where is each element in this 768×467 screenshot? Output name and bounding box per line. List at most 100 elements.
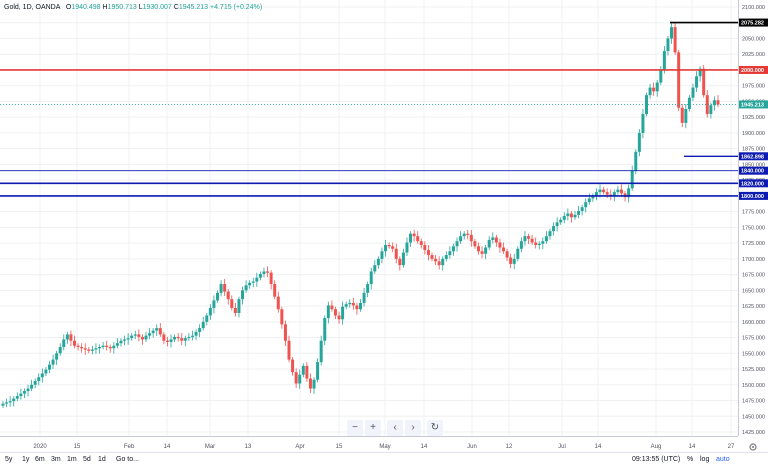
candlestick-chart[interactable] <box>0 0 738 436</box>
candle-body <box>577 211 581 215</box>
candle-body <box>451 246 455 252</box>
candle-body <box>491 237 495 240</box>
candle-body <box>355 305 359 310</box>
price-tick-label: 1575.000 <box>742 336 765 342</box>
candle-body <box>98 347 102 349</box>
price-badge <box>739 65 768 74</box>
price-badge-label: 1945.213 <box>741 102 764 108</box>
go-to-date-button[interactable]: Go to... <box>116 456 139 463</box>
price-badge-label: 1862.898 <box>741 154 764 160</box>
reset-chart-button[interactable]: ↻ <box>427 420 443 436</box>
price-badge-label: 1820.000 <box>741 181 764 187</box>
price-tick-label: 1925.000 <box>742 115 765 121</box>
price-tick-label: 1775.000 <box>742 210 765 216</box>
candle-body <box>30 384 34 389</box>
candle-body <box>130 335 134 339</box>
candle-body <box>512 258 516 264</box>
time-axis[interactable]: 2020 15 Feb 14 Mar 13 Apr 15 May 14 Jun 12 Jul 14 Aug 1… <box>0 436 738 452</box>
candle-body <box>105 345 109 347</box>
chart-pane[interactable]: Gold, 1D, OANDA O1940.498 H1950.713 L193… <box>0 0 738 436</box>
bottom-toolbar: 5y 1y 6m 3m 1m 5d 1d Go to... 09:13:55 (… <box>0 452 768 467</box>
close-label: C <box>173 4 179 11</box>
time-tick-label: Jul <box>558 444 566 450</box>
candle-body <box>366 284 370 293</box>
candle-body <box>37 377 41 381</box>
auto-scale-toggle[interactable]: auto <box>716 456 730 463</box>
timeframe-1d-button[interactable]: 1d <box>98 456 106 463</box>
candle-body <box>8 401 12 403</box>
candle-body <box>391 246 395 249</box>
candle-body <box>634 151 638 171</box>
candle-body <box>369 271 373 285</box>
time-axis-scale: 2020 15 Feb 14 Mar 13 Apr 15 May 14 Jun 12 Jul 14 Aug 1… <box>33 444 735 450</box>
candle-body <box>333 309 337 316</box>
percent-scale-toggle[interactable]: % <box>687 456 694 463</box>
chart-navigation-controls: − + ‹ › ↻ <box>347 420 443 436</box>
candle-body <box>19 393 23 397</box>
candle-body <box>62 339 66 347</box>
candle-body <box>598 189 602 193</box>
candle-body <box>301 365 305 375</box>
candle-body <box>448 251 452 256</box>
candle-body <box>269 272 273 285</box>
candle-body <box>326 305 330 319</box>
timeframe-1y-button[interactable]: 1y <box>22 456 30 463</box>
candle-body <box>1 403 5 406</box>
candle-body <box>158 328 162 335</box>
log-scale-toggle[interactable]: log <box>700 456 710 463</box>
candle-body <box>569 213 573 218</box>
candle-body <box>444 255 448 259</box>
candle-body <box>580 207 584 211</box>
price-badge <box>739 100 768 109</box>
candle-body <box>212 300 216 308</box>
gear-icon[interactable] <box>748 442 758 452</box>
candle-body <box>466 233 470 235</box>
time-tick-label: 12 <box>506 444 513 450</box>
candle-body <box>216 292 219 301</box>
candle-body <box>140 336 144 340</box>
scroll-right-button[interactable]: › <box>405 420 421 436</box>
price-tick-label: 1625.000 <box>742 304 765 310</box>
zoom-out-button[interactable]: − <box>347 420 363 436</box>
candle-body <box>119 340 123 344</box>
candle-body <box>430 255 434 259</box>
candle-body <box>480 251 484 254</box>
candle-body <box>323 318 327 341</box>
candle-body <box>319 340 323 363</box>
timeframe-1m-button[interactable]: 1m <box>67 456 77 463</box>
candle-body <box>469 234 473 242</box>
price-badge-label: 2000.000 <box>741 68 764 74</box>
candle-body <box>534 242 538 245</box>
symbol-name[interactable]: Gold, 1D, OANDA <box>4 4 61 11</box>
time-tick-label: 15 <box>74 444 81 450</box>
symbol-legend: Gold, 1D, OANDA O1940.498 H1950.713 L193… <box>4 3 262 12</box>
candle-body <box>494 237 498 243</box>
candle-body <box>659 69 663 83</box>
candle-body <box>15 396 19 399</box>
timeframe-5y-button[interactable]: 5y <box>5 456 13 463</box>
candle-body <box>83 348 87 350</box>
candle-body <box>230 299 234 308</box>
timeframe-6m-button[interactable]: 6m <box>35 456 45 463</box>
candle-body <box>305 365 309 379</box>
timeframe-5d-button[interactable]: 5d <box>83 456 91 463</box>
candle-body <box>541 241 545 244</box>
candle-body <box>680 107 684 123</box>
timeframe-3m-button[interactable]: 3m <box>51 456 61 463</box>
candle-body <box>251 281 255 283</box>
price-tick-label: 2050.000 <box>742 36 765 42</box>
candle-body <box>412 233 416 237</box>
candle-body <box>462 233 466 237</box>
candle-body <box>33 381 37 385</box>
price-badge <box>739 166 768 175</box>
scroll-left-button[interactable]: ‹ <box>387 420 403 436</box>
candle-body <box>348 302 352 305</box>
zoom-in-button[interactable]: + <box>365 420 381 436</box>
candle-body <box>662 51 666 70</box>
candle-body <box>51 359 55 365</box>
candle-body <box>641 114 645 133</box>
price-axis[interactable]: 2100.0002075.0002050.0002025.0002000.000… <box>738 0 768 436</box>
candle-body <box>666 38 670 52</box>
candle-body <box>241 290 245 300</box>
